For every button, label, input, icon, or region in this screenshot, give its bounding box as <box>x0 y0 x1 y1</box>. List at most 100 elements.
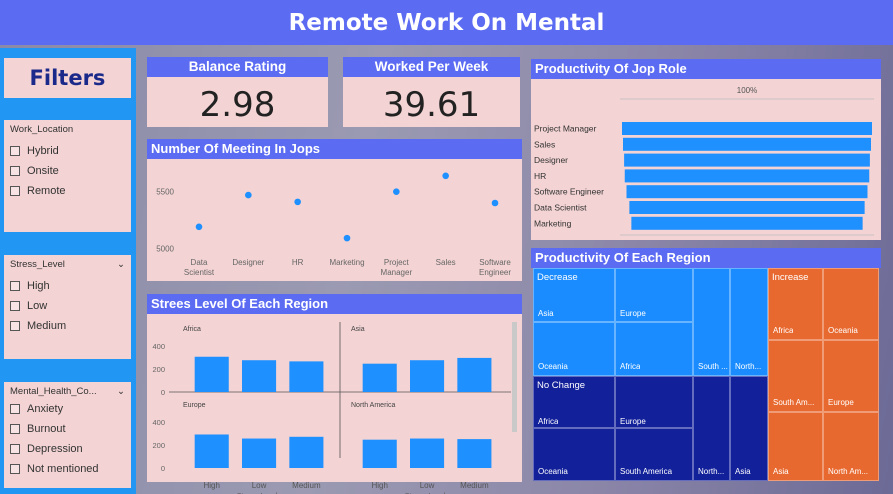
region-stress-bar <box>362 363 397 392</box>
treemap-cell-label: Oceania <box>538 362 568 371</box>
treemap-cell[interactable]: Europe <box>615 376 693 428</box>
mental-health-option-not-mentioned[interactable]: Not mentioned <box>10 459 125 479</box>
treemap-cell[interactable]: North... <box>730 268 768 376</box>
treemap-cell[interactable]: Africa <box>533 376 615 428</box>
region-stress-bar <box>194 356 229 392</box>
checkbox-icon[interactable] <box>10 146 20 156</box>
treemap-cell[interactable]: Asia <box>533 268 615 322</box>
treemap-cell[interactable]: Europe <box>823 340 879 412</box>
treemap-cell[interactable]: Oceania <box>823 268 879 340</box>
treemap-cell-label: South America <box>620 467 673 476</box>
chart-title: Number Of Meeting In Jops <box>147 139 522 159</box>
y-tick-label: 200 <box>152 365 165 374</box>
x-tick-label: Medium <box>460 481 489 490</box>
treemap-cell-label: South Am... <box>773 398 815 407</box>
work-location-option-remote[interactable]: Remote <box>10 181 125 201</box>
x-tick-label: High <box>371 481 387 490</box>
filter-sidebar: Filters Work_Location Hybrid Onsite Remo… <box>0 48 136 494</box>
checkbox-icon[interactable] <box>10 444 20 454</box>
panel-title: Asia <box>351 326 365 333</box>
treemap-cell[interactable]: South America <box>615 428 693 481</box>
treemap-cell[interactable]: Oceania <box>533 322 615 376</box>
treemap-cell-label: North Am... <box>828 467 869 476</box>
checkbox-icon[interactable] <box>10 464 20 474</box>
treemap-cell[interactable]: North Am... <box>823 412 879 481</box>
stress-region-chart: Africa 0 200 400 Asia Europe 0 200 400 High Low Med… <box>152 322 517 494</box>
checkbox-icon[interactable] <box>10 424 20 434</box>
stress-level-option-medium[interactable]: Medium <box>10 316 125 336</box>
kpi-card-worked-per-week: Worked Per Week 39.61 <box>343 57 520 127</box>
treemap-cell[interactable]: South ... <box>693 268 730 376</box>
chevron-down-icon[interactable]: ⌄ <box>117 386 125 397</box>
stress-region-card: Strees Level Of Each Region Africa 0 200 40… <box>147 294 522 494</box>
treemap-cell[interactable]: Oceania <box>533 428 615 481</box>
panel-title: North America <box>351 402 395 409</box>
treemap-cell-label: Asia <box>773 467 789 476</box>
chart-title: Productivity Of Each Region <box>531 248 881 268</box>
funnel-category-label: HR <box>534 171 546 181</box>
x-tick-label: Low <box>420 481 435 490</box>
checkbox-icon[interactable] <box>10 186 20 196</box>
region-stress-bar <box>242 438 277 468</box>
y-tick-label: 200 <box>152 441 165 450</box>
treemap-group-label: Increase <box>772 272 809 283</box>
dashboard-header: Remote Work On Mental <box>0 0 893 45</box>
panel-title: Europe <box>183 402 206 409</box>
mental-health-option-anxiety[interactable]: Anxiety <box>10 399 125 419</box>
mental-health-option-burnout[interactable]: Burnout <box>10 419 125 439</box>
checkbox-icon[interactable] <box>10 404 20 414</box>
x-tick-label: Sales <box>436 258 456 267</box>
chevron-down-icon[interactable]: ⌄ <box>117 259 125 270</box>
treemap-cell-label: Africa <box>773 326 794 335</box>
funnel-bar <box>623 137 871 151</box>
panel-title: Africa <box>183 326 201 333</box>
meetings-chart-card: Number Of Meeting In Jops 5000 5500 Data Sc… <box>147 139 522 281</box>
region-productivity-card: Productivity Of Each Region Asia Europe Oc… <box>531 248 881 482</box>
treemap-cell[interactable]: Africa <box>768 268 823 340</box>
x-tick-label: Software Engineer <box>479 258 511 277</box>
treemap-cell[interactable]: Africa <box>615 322 693 376</box>
stress-level-option-high[interactable]: High <box>10 276 125 296</box>
treemap-cell[interactable]: North... <box>693 376 730 481</box>
scatter-point <box>491 199 499 207</box>
treemap-cell[interactable]: South Am... <box>768 340 823 412</box>
region-stress-bar <box>194 434 229 468</box>
funnel-category-label: Project Manager <box>534 124 597 134</box>
x-tick-label: HR <box>292 258 304 267</box>
treemap-group[interactable]: Africa Europe Oceania South America North...… <box>533 376 768 481</box>
checkbox-icon[interactable] <box>10 166 20 176</box>
region-stress-bar <box>289 361 324 392</box>
treemap-cell-label: Africa <box>620 362 641 371</box>
work-location-option-onsite[interactable]: Onsite <box>10 161 125 181</box>
funnel-category-label: Sales <box>534 139 555 149</box>
mental-health-slicer: Mental_Health_Co... ⌄ Anxiety Burnout Dep… <box>4 382 131 488</box>
treemap-cell-label: Oceania <box>828 326 858 335</box>
treemap-cell-label: Asia <box>735 467 751 476</box>
funnel-category-label: Data Scientist <box>534 203 587 213</box>
treemap-group[interactable]: Africa Oceania South Am... Europe Asia North … <box>768 268 879 481</box>
treemap-group[interactable]: Asia Europe Oceania Africa South ... North...… <box>533 268 768 376</box>
x-tick-label: Low <box>252 481 267 490</box>
treemap-cell[interactable]: Asia <box>730 376 768 481</box>
x-tick-label: Data Scientist <box>184 258 215 277</box>
mental-health-label: Mental_Health_Co... <box>10 386 97 397</box>
scatter-point <box>294 198 301 206</box>
scatter-point <box>442 172 449 180</box>
work-location-label: Work_Location <box>10 124 74 135</box>
treemap-cell[interactable]: Europe <box>615 268 693 322</box>
kpi-card-balance-rating: Balance Rating 2.98 <box>147 57 328 127</box>
checkbox-icon[interactable] <box>10 321 20 331</box>
mental-health-option-depression[interactable]: Depression <box>10 439 125 459</box>
checkbox-icon[interactable] <box>10 281 20 291</box>
region-stress-bar <box>457 357 492 392</box>
scrollbar <box>512 322 517 432</box>
treemap-cell-label: North... <box>698 467 725 476</box>
checkbox-icon[interactable] <box>10 301 20 311</box>
y-tick-label: 0 <box>161 464 165 473</box>
stress-level-option-low[interactable]: Low <box>10 296 125 316</box>
x-tick-label: Marketing <box>329 258 364 267</box>
chart-title: Productivity Of Jop Role <box>531 59 881 79</box>
work-location-option-hybrid[interactable]: Hybrid <box>10 141 125 161</box>
treemap-cell[interactable]: Asia <box>768 412 823 481</box>
treemap-group-label: No Change <box>537 380 586 391</box>
